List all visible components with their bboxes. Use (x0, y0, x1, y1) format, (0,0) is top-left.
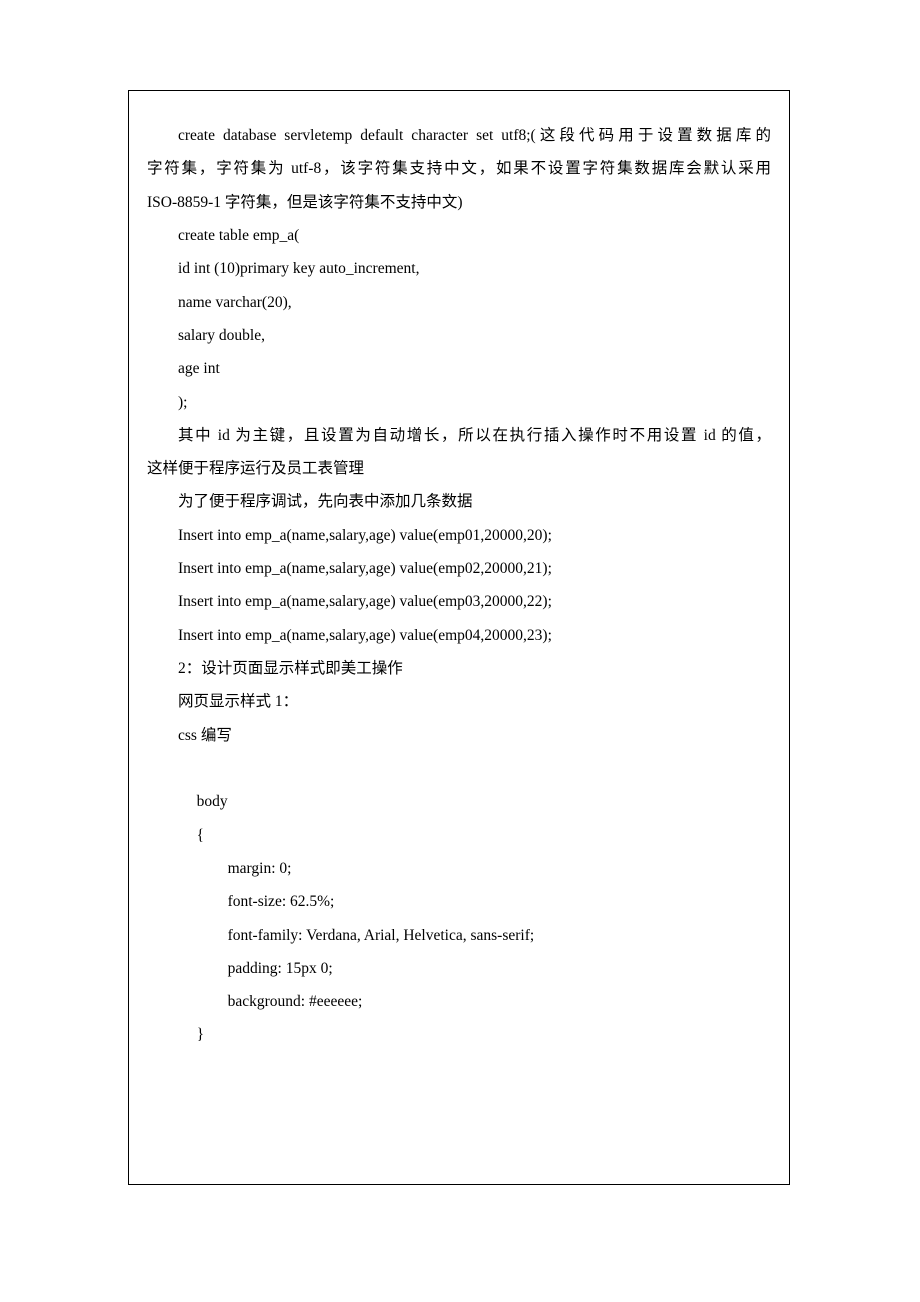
text-line: create table emp_a( (147, 219, 771, 252)
text-line: name varchar(20), (147, 286, 771, 319)
text-line: css 编写 (147, 719, 771, 752)
document-frame: create database servletemp default chara… (128, 90, 790, 1185)
text-line: 字符集，字符集为 utf-8，该字符集支持中文，如果不设置字符集数据库会默认采用 (147, 152, 771, 185)
code-line: body (147, 785, 771, 818)
text-line: age int (147, 352, 771, 385)
document-content: create database servletemp default chara… (147, 119, 771, 1052)
text-line: id int (10)primary key auto_increment, (147, 252, 771, 285)
code-line: } (147, 1018, 771, 1051)
text-line: ); (147, 386, 771, 419)
text-line: Insert into emp_a(name,salary,age) value… (147, 519, 771, 552)
code-line: font-family: Verdana, Arial, Helvetica, … (147, 919, 771, 952)
text-line: create database servletemp default chara… (147, 119, 771, 152)
text-line: ISO-8859-1 字符集，但是该字符集不支持中文) (147, 186, 771, 219)
text-line: 其中 id 为主键，且设置为自动增长，所以在执行插入操作时不用设置 id 的值， (147, 419, 771, 452)
text-line: 为了便于程序调试，先向表中添加几条数据 (147, 485, 771, 518)
page: create database servletemp default chara… (0, 0, 920, 1302)
text-line: 2：设计页面显示样式即美工操作 (147, 652, 771, 685)
text-line: Insert into emp_a(name,salary,age) value… (147, 585, 771, 618)
code-line: background: #eeeeee; (147, 985, 771, 1018)
text-line: 网页显示样式 1： (147, 685, 771, 718)
blank-line (147, 752, 771, 785)
code-line: margin: 0; (147, 852, 771, 885)
code-line: padding: 15px 0; (147, 952, 771, 985)
text-line: 这样便于程序运行及员工表管理 (147, 452, 771, 485)
text-line: salary double, (147, 319, 771, 352)
text-line: Insert into emp_a(name,salary,age) value… (147, 619, 771, 652)
code-line: { (147, 819, 771, 852)
code-line: font-size: 62.5%; (147, 885, 771, 918)
text-line: Insert into emp_a(name,salary,age) value… (147, 552, 771, 585)
